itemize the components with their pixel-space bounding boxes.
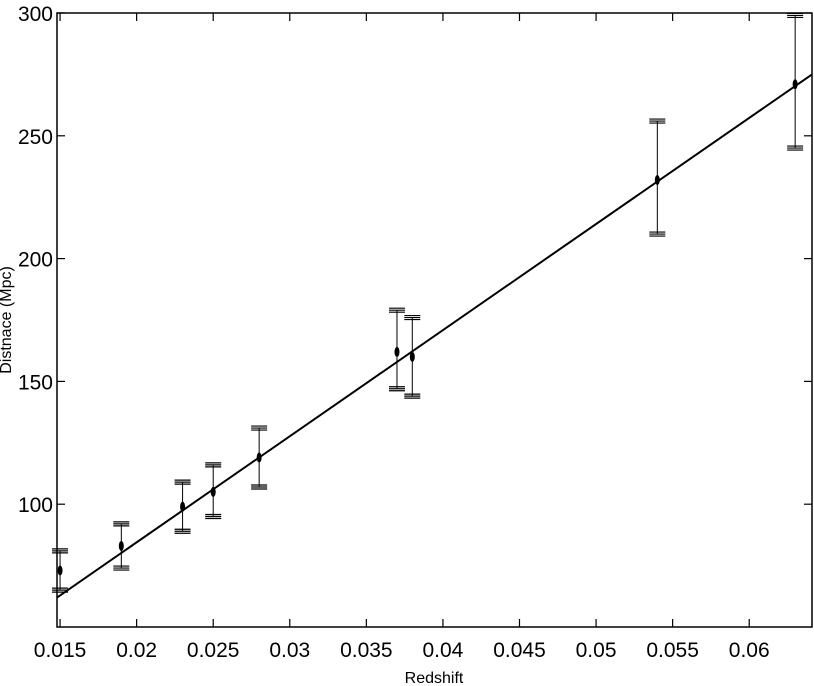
y-axis-ticks: 100 150 200 250 300: [18, 3, 812, 517]
x-tick-label: 0.03: [269, 639, 310, 662]
x-tick-label: 0.06: [729, 639, 770, 662]
x-tick-label: 0.05: [576, 639, 617, 662]
y-tick-label: 300: [18, 3, 53, 26]
data-point: [256, 452, 262, 463]
x-tick-label: 0.02: [116, 639, 157, 662]
y-axis-label: Distnace (Mpc): [0, 266, 15, 374]
y-tick-label: 150: [18, 371, 53, 394]
data-point: [210, 486, 216, 497]
data-point: [654, 175, 660, 186]
plot-area: [56, 12, 813, 628]
data-point: [118, 540, 124, 551]
data-point: [57, 565, 63, 576]
data-point: [180, 501, 186, 512]
y-tick-label: 200: [18, 249, 53, 272]
x-tick-label: 0.055: [646, 639, 699, 662]
data-point: [409, 351, 415, 362]
data-point: [792, 79, 798, 90]
x-tick-label: 0.015: [34, 639, 87, 662]
y-tick-label: 250: [18, 126, 53, 149]
x-axis-ticks: 0.015 0.02 0.025 0.03 0.035 0.04 0.045 0.05 0.05…: [34, 13, 770, 662]
x-tick-label: 0.04: [422, 639, 463, 662]
y-tick-label: 100: [18, 494, 53, 517]
data-point: [394, 346, 400, 357]
x-tick-label: 0.025: [187, 639, 240, 662]
x-tick-label: 0.035: [340, 639, 393, 662]
x-tick-label: 0.045: [493, 639, 546, 662]
x-axis-label: Redshift: [405, 670, 464, 686]
data-points: [52, 12, 804, 593]
